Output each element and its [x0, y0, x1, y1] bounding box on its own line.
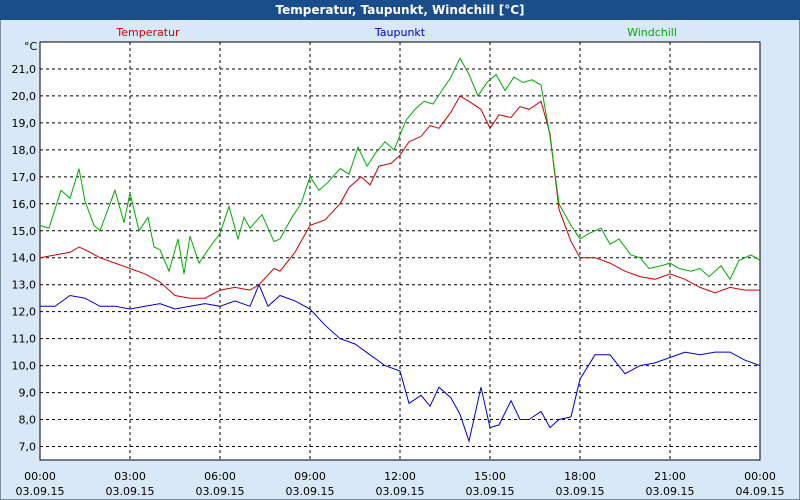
- y-tick-label: 19,0: [12, 117, 37, 130]
- y-tick-label: 7,0: [19, 441, 37, 454]
- y-axis-unit: °C: [24, 40, 38, 53]
- x-tick-time: 15:00: [474, 470, 506, 483]
- y-tick-label: 11,0: [12, 333, 37, 346]
- x-axis-ticks: 00:00 03.09.15 03:00 03.09.15 06:00 03.09.15 0…: [16, 470, 785, 498]
- legend-windchill: Windchill: [627, 26, 677, 39]
- y-tick-label: 9,0: [19, 387, 37, 400]
- y-tick-label: 17,0: [12, 171, 37, 184]
- x-tick-time: 06:00: [204, 470, 236, 483]
- x-tick-time: 21:00: [654, 470, 686, 483]
- y-tick-label: 20,0: [12, 90, 37, 103]
- legend-temperatur: Temperatur: [115, 26, 180, 39]
- window-title: Temperatur, Taupunkt, Windchill [°C]: [0, 0, 800, 20]
- gridlines: [40, 42, 760, 460]
- x-tick-time: 03:00: [114, 470, 146, 483]
- x-tick-date: 03.09.15: [106, 485, 155, 498]
- y-tick-label: 21,0: [12, 63, 37, 76]
- x-tick-date: 03.09.15: [196, 485, 245, 498]
- x-tick-date: 03.09.15: [556, 485, 605, 498]
- y-tick-label: 14,0: [12, 252, 37, 265]
- y-tick-label: 15,0: [12, 225, 37, 238]
- x-tick-time: 18:00: [564, 470, 596, 483]
- series-line-taupunkt: [40, 283, 761, 443]
- x-tick-date: 03.09.15: [646, 485, 695, 498]
- legend-taupunkt: Taupunkt: [374, 26, 426, 39]
- y-tick-label: 12,0: [12, 306, 37, 319]
- y-tick-label: 8,0: [19, 414, 37, 427]
- y-tick-label: 18,0: [12, 144, 37, 157]
- series-line-temperatur: [39, 95, 760, 299]
- x-tick-time: 09:00: [294, 470, 326, 483]
- x-tick-date: 03.09.15: [16, 485, 65, 498]
- x-tick-time: 12:00: [384, 470, 416, 483]
- x-tick-date: 03.09.15: [376, 485, 425, 498]
- y-axis-ticks: 7,0 8,0 9,0 10,0 11,0 12,0 13,0 14,0 15,0 16,0 17,…: [12, 63, 37, 454]
- y-tick-label: 13,0: [12, 279, 37, 292]
- x-tick-date: 03.09.15: [466, 485, 515, 498]
- x-tick-date: 04.09.15: [736, 485, 785, 498]
- series-line-windchill: [39, 57, 761, 281]
- y-tick-label: 10,0: [12, 360, 37, 373]
- x-tick-time: 00:00: [744, 470, 776, 483]
- y-tick-label: 16,0: [12, 198, 37, 211]
- series-lines: [39, 57, 761, 443]
- x-tick-time: 00:00: [24, 470, 56, 483]
- x-tick-date: 03.09.15: [286, 485, 335, 498]
